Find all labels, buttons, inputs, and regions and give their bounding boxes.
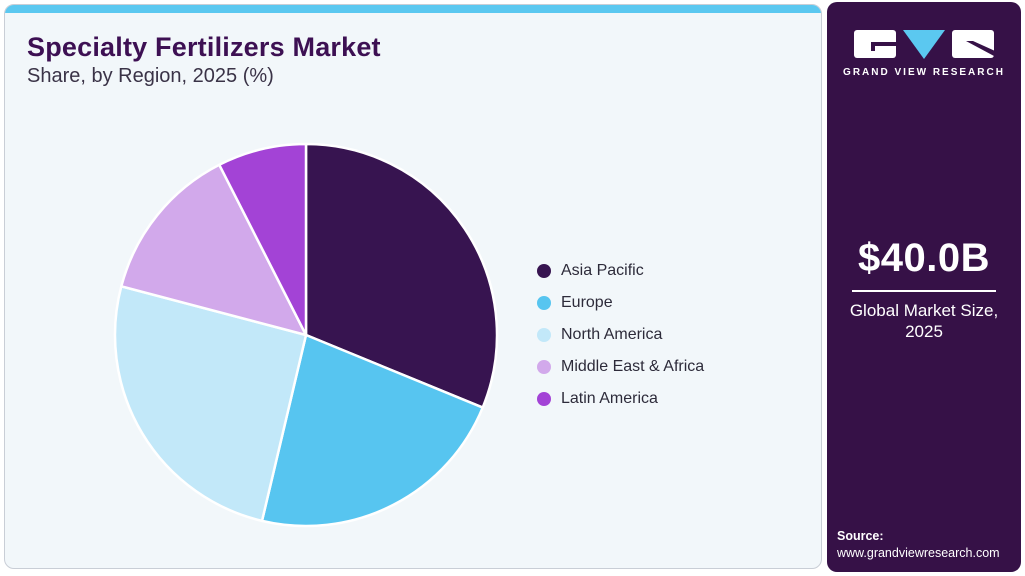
page-title: Specialty Fertilizers Market <box>27 32 381 62</box>
pie-chart-svg <box>113 142 499 528</box>
pie-slice-europe <box>260 333 484 528</box>
market-size-divider <box>852 290 996 292</box>
pie-chart <box>111 140 501 530</box>
legend-label: North America <box>561 326 663 343</box>
source-block: Source: www.grandviewresearch.com <box>837 529 1000 560</box>
legend-dot-middle-east-africa <box>537 360 551 374</box>
brand-sidebar: GRAND VIEW RESEARCH $40.0B Global Market… <box>827 2 1021 572</box>
logo-v-icon <box>903 30 945 59</box>
market-size-label-line1: Global Market Size, <box>849 301 999 320</box>
logo-r-icon <box>952 30 994 58</box>
gvr-logo: GRAND VIEW RESEARCH <box>827 28 1021 78</box>
pie-slice-north-america <box>113 285 308 523</box>
pie-slice-asia-pacific <box>304 142 499 409</box>
top-accent-bar <box>5 5 821 13</box>
legend-item-middle-east-africa: Middle East & Africa <box>537 355 704 379</box>
legend-label: Asia Pacific <box>561 262 644 279</box>
market-size-value: $40.0B <box>858 236 990 280</box>
legend-item-latin-america: Latin America <box>537 387 704 411</box>
gvr-logo-marks <box>854 30 994 59</box>
page-subtitle: Share, by Region, 2025 (%) <box>27 65 274 87</box>
legend-item-north-america: North America <box>537 323 704 347</box>
legend-item-europe: Europe <box>537 291 704 315</box>
pie-slice-latin-america <box>218 142 308 337</box>
legend-dot-north-america <box>537 328 551 342</box>
pie-slice-middle-east-africa <box>120 163 308 337</box>
brand-name: GRAND VIEW RESEARCH <box>843 67 1005 78</box>
legend-dot-asia-pacific <box>537 264 551 278</box>
source-label: Source: <box>837 529 884 543</box>
legend-dot-europe <box>537 296 551 310</box>
source-url: www.grandviewresearch.com <box>837 546 1000 560</box>
report-card: Specialty Fertilizers Market Share, by R… <box>4 4 822 569</box>
legend-label: Latin America <box>561 390 658 407</box>
market-size-label-line2: 2025 <box>905 322 943 342</box>
market-size-label: Global Market Size, 2025 <box>827 300 1021 343</box>
legend-dot-latin-america <box>537 392 551 406</box>
market-size-block: $40.0B Global Market Size, 2025 <box>827 236 1021 343</box>
chart-legend: Asia Pacific Europe North America Middle… <box>537 259 704 411</box>
logo-g-icon <box>854 30 896 58</box>
legend-label: Europe <box>561 294 613 311</box>
legend-label: Middle East & Africa <box>561 358 705 375</box>
legend-item-asia-pacific: Asia Pacific <box>537 259 704 283</box>
